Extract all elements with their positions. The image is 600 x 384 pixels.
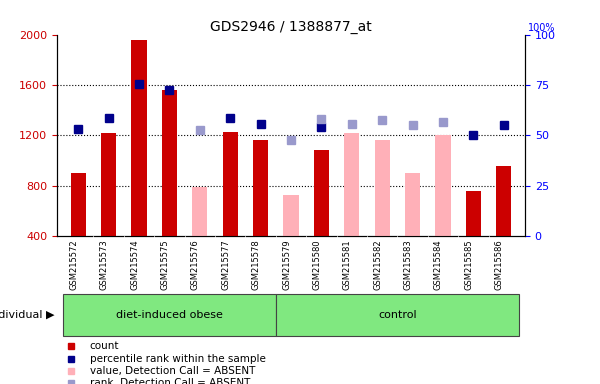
Text: GSM215584: GSM215584	[434, 239, 443, 290]
Bar	[131, 40, 146, 236]
Bar	[223, 132, 238, 236]
Text: GSM215582: GSM215582	[373, 239, 382, 290]
Text: GSM215579: GSM215579	[282, 239, 291, 290]
Bar	[405, 173, 420, 236]
Text: GSM215575: GSM215575	[160, 239, 169, 290]
Text: count: count	[90, 341, 119, 351]
Text: GSM215572: GSM215572	[69, 239, 78, 290]
Text: GSM215583: GSM215583	[404, 239, 413, 290]
Text: control: control	[378, 310, 416, 320]
Title: GDS2946 / 1388877_at: GDS2946 / 1388877_at	[210, 20, 372, 33]
Text: GSM215576: GSM215576	[191, 239, 200, 290]
Bar	[63, 294, 276, 336]
Text: individual ▶: individual ▶	[0, 310, 54, 320]
Text: GSM215574: GSM215574	[130, 239, 139, 290]
Bar	[466, 191, 481, 236]
Text: value, Detection Call = ABSENT: value, Detection Call = ABSENT	[90, 366, 255, 376]
Bar	[314, 151, 329, 236]
Bar	[276, 294, 519, 336]
Text: percentile rank within the sample: percentile rank within the sample	[90, 354, 266, 364]
Text: GSM215580: GSM215580	[313, 239, 322, 290]
Bar	[253, 141, 268, 236]
Text: GSM215585: GSM215585	[464, 239, 473, 290]
Bar	[101, 133, 116, 236]
Text: GSM215578: GSM215578	[251, 239, 260, 290]
Text: diet-induced obese: diet-induced obese	[116, 310, 223, 320]
Bar	[374, 141, 390, 236]
Text: GSM215577: GSM215577	[221, 239, 230, 290]
Text: GSM215581: GSM215581	[343, 239, 352, 290]
Bar	[192, 187, 208, 236]
Bar	[71, 173, 86, 236]
Text: rank, Detection Call = ABSENT: rank, Detection Call = ABSENT	[90, 378, 250, 384]
Bar	[496, 166, 511, 236]
Text: GSM215573: GSM215573	[100, 239, 109, 290]
Bar	[162, 90, 177, 236]
Text: 100%: 100%	[528, 23, 556, 33]
Bar	[283, 195, 299, 236]
Bar	[344, 133, 359, 236]
Bar	[436, 136, 451, 236]
Text: GSM215586: GSM215586	[495, 239, 504, 290]
